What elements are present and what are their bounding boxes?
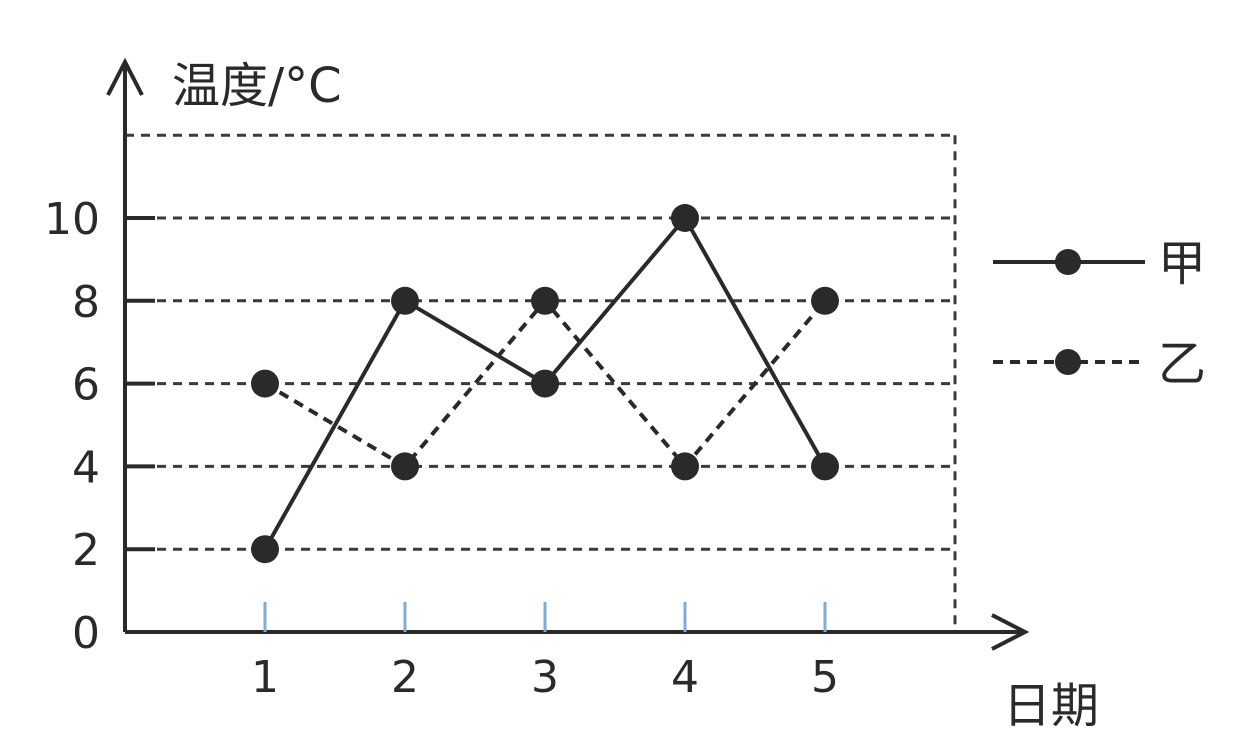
y-tick-labels: 0 2 4 6 8 10 <box>44 194 155 659</box>
legend: 甲乙 <box>993 236 1206 392</box>
series-point-1 <box>811 452 839 481</box>
y-tick-label: 0 <box>72 608 100 659</box>
legend-label-1: 甲 <box>1158 236 1206 292</box>
series-point-2 <box>671 452 699 481</box>
x-axis-arrow <box>991 613 1030 651</box>
series <box>251 204 839 564</box>
legend-label-2: 乙 <box>1158 336 1206 392</box>
y-tick-label: 2 <box>72 525 100 576</box>
axes <box>106 57 1030 651</box>
y-axis-label: 温度/°C <box>172 58 342 114</box>
legend-swatch-dot-1 <box>1055 249 1081 275</box>
y-tick-label: 8 <box>72 277 100 328</box>
y-tick-label: 4 <box>72 442 100 493</box>
x-tick-label: 4 <box>671 652 699 703</box>
x-tick-label: 5 <box>811 652 839 703</box>
series-point-2 <box>811 286 839 315</box>
y-axis-arrow <box>106 57 144 96</box>
series-point-1 <box>671 204 699 232</box>
series-point-2 <box>251 369 279 398</box>
series-point-1 <box>251 535 279 564</box>
x-tick-label: 3 <box>531 652 559 703</box>
x-axis-label: 日期 <box>1003 678 1099 732</box>
y-tick-label: 6 <box>72 360 100 411</box>
series-point-1 <box>391 286 419 315</box>
x-tick-label: 2 <box>391 652 419 703</box>
x-tick-label: 1 <box>251 652 279 703</box>
series-point-1 <box>531 369 559 398</box>
legend-swatch-dot-2 <box>1055 349 1081 375</box>
series-point-2 <box>531 286 559 315</box>
series-point-2 <box>391 452 419 481</box>
x-tick-labels: 1 2 3 4 5 <box>251 602 839 703</box>
y-tick-label: 10 <box>44 194 100 245</box>
